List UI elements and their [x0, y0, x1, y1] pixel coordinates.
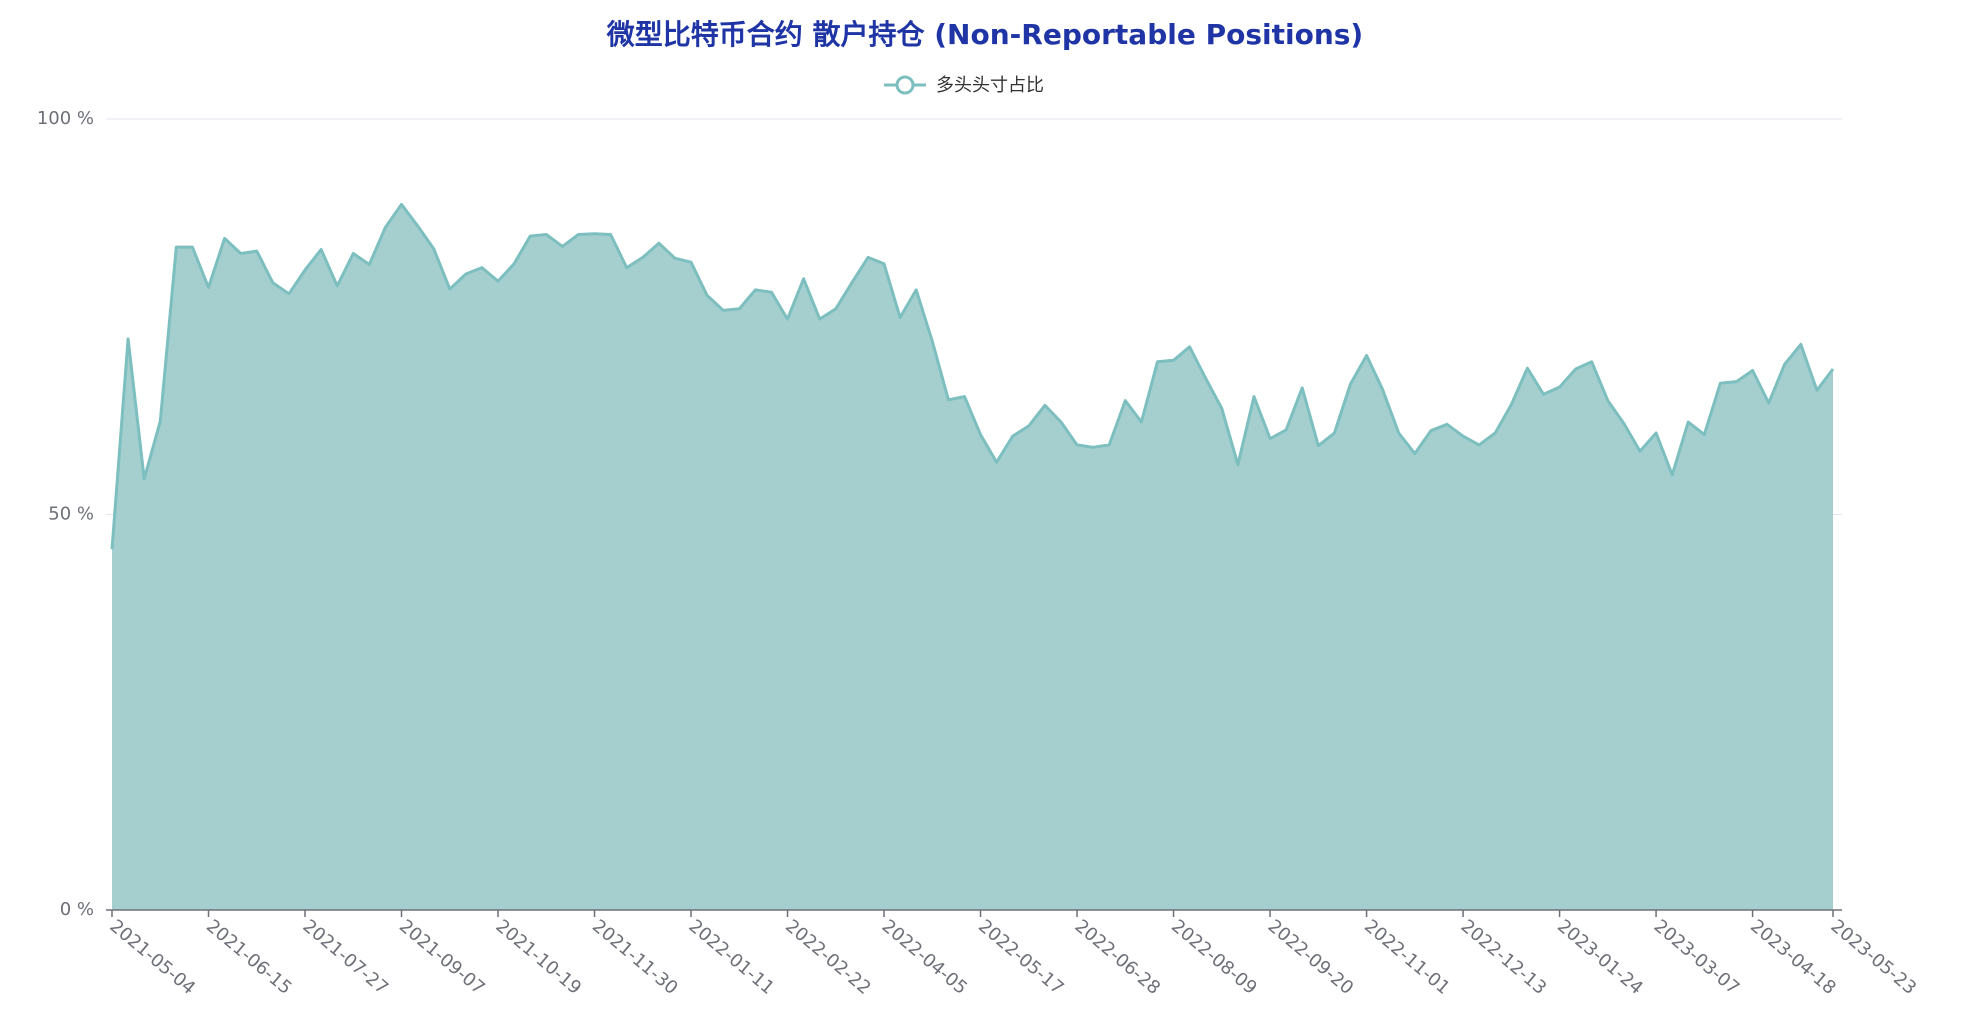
x-tick-label: 2021-07-27 — [299, 916, 393, 999]
x-tick-label: 2022-01-11 — [685, 916, 779, 999]
y-tick-label: 0 % — [60, 899, 94, 920]
x-tick-label: 2023-01-24 — [1553, 916, 1647, 999]
x-tick-label: 2022-11-01 — [1360, 916, 1454, 999]
x-tick-label: 2023-04-18 — [1746, 916, 1840, 999]
x-tick-label: 2023-05-23 — [1827, 916, 1921, 999]
x-tick-label: 2022-04-05 — [878, 916, 972, 999]
chart-title: 微型比特币合约 散户持仓 (Non-Reportable Positions) — [606, 18, 1363, 51]
legend: 多头头寸占比 — [884, 75, 1044, 96]
x-tick-label: 2022-05-17 — [974, 916, 1068, 999]
x-tick-label: 2022-02-22 — [781, 916, 875, 999]
x-tick-label: 2021-10-19 — [492, 916, 586, 999]
x-tick-label: 2021-09-07 — [395, 916, 489, 999]
x-tick-label: 2022-08-09 — [1167, 916, 1261, 999]
x-tick-label: 2023-03-07 — [1650, 916, 1744, 999]
x-tick-label: 2021-05-04 — [106, 916, 200, 999]
legend-label: 多头头寸占比 — [936, 75, 1044, 96]
area — [112, 204, 1833, 910]
x-tick-label: 2022-06-28 — [1071, 916, 1165, 999]
legend-marker — [895, 75, 915, 95]
x-tick-label: 2021-11-30 — [588, 916, 682, 999]
x-tick-label: 2021-06-15 — [202, 916, 296, 999]
y-tick-label: 100 % — [37, 108, 94, 129]
y-tick-label: 50 % — [48, 504, 94, 525]
line — [110, 202, 1835, 550]
x-tick-label: 2022-12-13 — [1457, 916, 1551, 999]
x-tick-label: 2022-09-20 — [1264, 916, 1358, 999]
